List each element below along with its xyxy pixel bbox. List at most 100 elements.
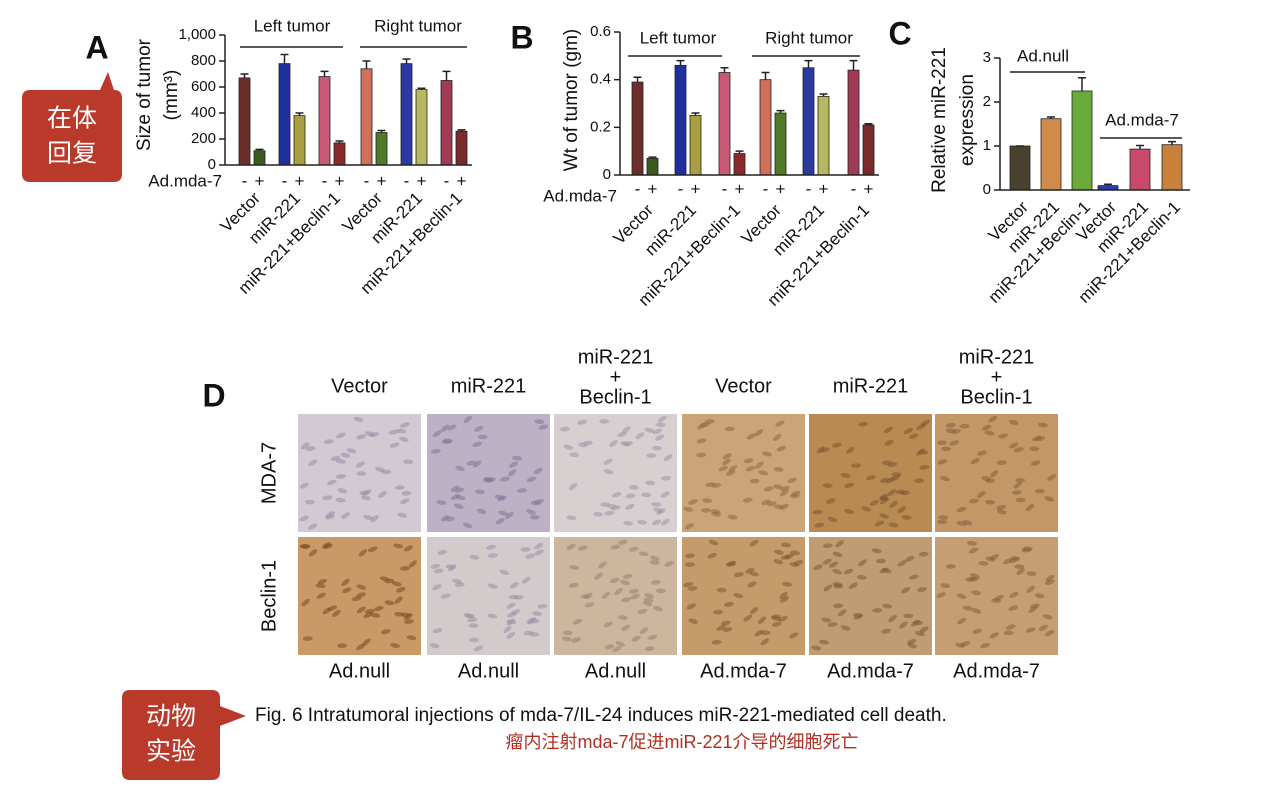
cell-nucleus [844,482,854,488]
factor-sign: - [806,179,812,198]
cell-nucleus [711,639,722,645]
cell-nucleus [335,474,346,479]
cell-nucleus [499,476,510,482]
cell-nucleus [989,470,999,478]
cell-nucleus [300,442,310,450]
cell-nucleus [399,566,410,571]
cell-nucleus [761,499,771,506]
cell-nucleus [363,514,373,521]
cell-nucleus [538,424,549,430]
cell-nucleus [775,420,785,427]
bar [774,112,787,176]
cell-nucleus [582,440,593,446]
factor-sign: + [335,171,345,190]
cell-nucleus [840,473,851,478]
cell-nucleus [1030,460,1041,466]
cell-nucleus [440,424,450,432]
cell-nucleus [1005,624,1016,630]
cell-nucleus [1010,556,1021,561]
cell-nucleus [509,582,519,589]
factor-sign: - [364,171,370,190]
cell-nucleus [583,592,593,599]
cell-nucleus [533,467,543,475]
bar [1129,148,1151,191]
section-label: Right tumor [374,16,462,35]
bar [238,77,251,166]
cell-nucleus [400,498,410,505]
cell-nucleus [749,607,759,615]
error-bar [819,93,828,97]
factor-sign: - [242,171,248,190]
cell-nucleus [879,493,889,501]
cell-nucleus [1015,497,1026,503]
error-bar [457,129,466,132]
cell-nucleus [713,609,724,615]
micrograph [809,537,932,655]
cell-nucleus [644,646,655,652]
bar [318,76,331,166]
cell-nucleus [977,491,986,498]
y-axis-label: expression [957,74,978,166]
cell-nucleus [784,553,795,560]
cell-nucleus [651,502,662,507]
cell-nucleus [317,578,328,585]
cell-nucleus [661,475,671,481]
cell-nucleus [639,627,649,635]
bar [718,72,731,176]
factor-sign: - [851,179,857,198]
cell-nucleus [527,617,536,625]
column-header: miR-221 [578,346,654,368]
cell-nucleus [315,583,326,589]
cell-nucleus [301,598,310,607]
factor-sign: - [635,179,641,198]
y-tick-label: 3 [983,49,991,66]
cell-nucleus [529,514,540,520]
cell-nucleus [652,605,663,612]
column-header: Beclin-1 [960,386,1032,408]
cell-nucleus [384,600,395,606]
error-bar [295,112,304,116]
y-tick-label: 400 [191,104,216,121]
error-bar [1104,183,1112,186]
cell-nucleus [520,547,531,552]
cell-nucleus [936,440,947,446]
cell-nucleus [367,546,378,552]
cell-nucleus [758,470,769,476]
cell-nucleus [1026,571,1037,576]
cell-nucleus [462,522,473,529]
bar [847,69,860,176]
column-header: Vector [331,375,388,397]
cell-nucleus [982,424,992,431]
cell-nucleus [393,543,404,549]
cell-nucleus [749,571,759,577]
cell-nucleus [325,511,336,518]
callout-text: 实验 [146,738,196,766]
cell-nucleus [1014,564,1025,569]
cell-nucleus [1044,579,1055,585]
factor-sign: - [444,171,450,190]
y-tick-label: 0 [208,156,216,173]
cell-nucleus [432,628,443,634]
cell-nucleus [494,494,505,500]
cell-nucleus [356,584,367,590]
factor-sign: - [322,171,328,190]
cell-nucleus [978,561,989,566]
cell-nucleus [825,498,836,504]
cell-nucleus [534,419,545,425]
cell-nucleus [881,628,892,634]
cell-nucleus [1047,474,1056,481]
cell-nucleus [996,504,1007,510]
cell-nucleus [562,630,573,636]
bar [646,157,659,176]
cell-nucleus [723,601,734,607]
cell-nucleus [875,558,886,564]
cell-nucleus [968,547,979,554]
y-axis-label: (mm³) [161,70,182,121]
cell-nucleus [327,479,337,486]
cell-nucleus [453,503,464,509]
cell-nucleus [742,497,753,503]
cell-nucleus [516,488,527,493]
cell-nucleus [733,593,744,599]
cell-nucleus [610,577,620,583]
cell-nucleus [621,624,631,631]
